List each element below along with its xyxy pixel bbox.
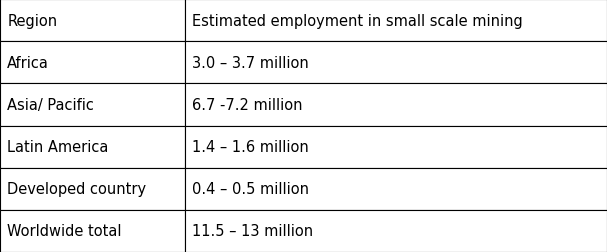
Bar bbox=[0, 0, 185, 42]
Bar bbox=[185, 126, 607, 168]
Text: 1.4 – 1.6 million: 1.4 – 1.6 million bbox=[192, 140, 309, 154]
Text: Africa: Africa bbox=[7, 55, 49, 71]
Bar bbox=[0, 168, 185, 210]
Text: Estimated employment in small scale mining: Estimated employment in small scale mini… bbox=[192, 14, 523, 28]
Bar bbox=[185, 210, 607, 252]
Text: 6.7 -7.2 million: 6.7 -7.2 million bbox=[192, 98, 303, 112]
Bar bbox=[0, 126, 185, 168]
Bar bbox=[185, 168, 607, 210]
Bar bbox=[0, 42, 185, 84]
Bar bbox=[0, 84, 185, 126]
Bar bbox=[185, 0, 607, 42]
Text: Worldwide total: Worldwide total bbox=[7, 224, 122, 238]
Bar bbox=[185, 84, 607, 126]
Bar bbox=[0, 210, 185, 252]
Text: Latin America: Latin America bbox=[7, 140, 109, 154]
Text: Region: Region bbox=[7, 14, 58, 28]
Text: 11.5 – 13 million: 11.5 – 13 million bbox=[192, 224, 314, 238]
Text: Developed country: Developed country bbox=[7, 181, 146, 197]
Text: 0.4 – 0.5 million: 0.4 – 0.5 million bbox=[192, 181, 310, 197]
Text: Asia/ Pacific: Asia/ Pacific bbox=[7, 98, 94, 112]
Bar bbox=[185, 42, 607, 84]
Text: 3.0 – 3.7 million: 3.0 – 3.7 million bbox=[192, 55, 309, 71]
